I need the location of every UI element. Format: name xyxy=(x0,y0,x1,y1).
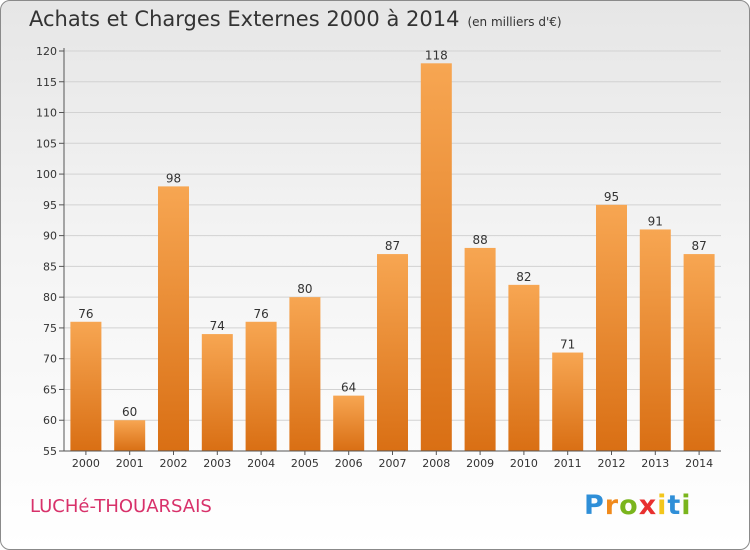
bar xyxy=(464,247,496,451)
bar xyxy=(639,229,671,451)
bar-value-label: 74 xyxy=(210,319,225,333)
y-tick-label: 75 xyxy=(43,322,57,335)
bar-value-label: 91 xyxy=(648,214,663,228)
bar xyxy=(158,186,189,451)
proxiti-logo[interactable]: Proxiti xyxy=(584,490,692,521)
bar xyxy=(201,334,233,451)
chart-title: Achats et Charges Externes 2000 à 2014 xyxy=(29,7,460,31)
bar xyxy=(420,63,452,452)
y-tick-label: 105 xyxy=(36,137,57,150)
logo-letter: r xyxy=(604,490,620,521)
bar xyxy=(683,254,715,451)
chart-title-block: Achats et Charges Externes 2000 à 2014 (e… xyxy=(29,7,562,31)
bar-value-label: 88 xyxy=(472,233,487,247)
y-tick-label: 100 xyxy=(36,168,57,181)
x-tick-label: 2003 xyxy=(203,457,231,470)
bar-value-label: 118 xyxy=(425,48,448,62)
y-tick-label: 120 xyxy=(36,45,57,58)
y-tick-label: 90 xyxy=(43,230,57,243)
logo-letter: P xyxy=(584,490,605,521)
bar-value-label: 87 xyxy=(691,239,706,253)
bar xyxy=(245,321,277,451)
bar xyxy=(508,284,540,451)
bar-value-label: 64 xyxy=(341,381,356,395)
bar-value-label: 76 xyxy=(253,307,268,321)
y-tick-label: 65 xyxy=(43,383,57,396)
x-tick-label: 2002 xyxy=(160,457,188,470)
x-tick-label: 2001 xyxy=(116,457,144,470)
x-tick-label: 2000 xyxy=(72,457,100,470)
logo-letter: o xyxy=(619,490,639,521)
logo-letter: x xyxy=(638,490,658,521)
axes: 55 60 65 70 75 80 85 90 95 100 105 110 115 120 2000 200… xyxy=(36,45,721,470)
bar xyxy=(552,352,584,451)
bar xyxy=(289,297,321,451)
bar-value-label: 98 xyxy=(166,171,181,185)
bar-value-label: 82 xyxy=(516,270,531,284)
y-tick-label: 70 xyxy=(43,353,57,366)
x-tick-label: 2006 xyxy=(335,457,363,470)
y-tick-label: 80 xyxy=(43,291,57,304)
y-tick-label: 60 xyxy=(43,414,57,427)
x-tick-label: 2014 xyxy=(685,457,713,470)
y-tick-label: 115 xyxy=(36,76,57,89)
bar-chart: 76 60 98 74 76 80 64 87 118 88 82 71 95 91 87 55 60 65 70… xyxy=(36,45,721,470)
bar-value-label: 95 xyxy=(604,190,619,204)
y-tick-label: 110 xyxy=(36,107,57,120)
data-labels: 76 60 98 74 76 80 64 87 118 88 82 71 95 91 87 xyxy=(78,48,706,419)
x-tick-label: 2013 xyxy=(641,457,669,470)
commune-name: LUCHé-THOUARSAIS xyxy=(30,496,212,517)
bar xyxy=(114,420,146,451)
x-tick-label: 2010 xyxy=(510,457,538,470)
x-tick-label: 2011 xyxy=(554,457,582,470)
logo-letter: t xyxy=(667,490,682,521)
x-tick-label: 2012 xyxy=(598,457,626,470)
y-tick-label: 55 xyxy=(43,445,57,458)
logo-letter: i xyxy=(681,490,692,521)
logo-letter: i xyxy=(657,490,668,521)
chart-unit: (en milliers d'€) xyxy=(467,15,562,29)
bar-value-label: 71 xyxy=(560,338,575,352)
y-tick-label: 95 xyxy=(43,199,57,212)
bar-value-label: 80 xyxy=(297,282,312,296)
bar xyxy=(70,321,102,451)
x-tick-label: 2005 xyxy=(291,457,319,470)
bar xyxy=(596,204,627,451)
bar xyxy=(333,395,365,451)
bar-value-label: 60 xyxy=(122,405,137,419)
x-tick-label: 2008 xyxy=(422,457,450,470)
x-tick-label: 2009 xyxy=(466,457,494,470)
bar-value-label: 76 xyxy=(78,307,93,321)
y-tick-label: 85 xyxy=(43,260,57,273)
x-tick-label: 2007 xyxy=(379,457,407,470)
bar-value-label: 87 xyxy=(385,239,400,253)
bar xyxy=(377,254,408,451)
x-tick-label: 2004 xyxy=(247,457,275,470)
bars xyxy=(70,63,715,452)
